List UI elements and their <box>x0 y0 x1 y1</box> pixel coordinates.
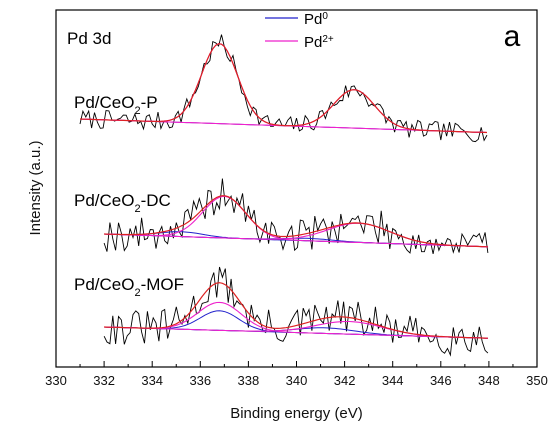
y-axis-title: Intensity (a.u.) <box>27 140 44 235</box>
spectrum-2: Pd/CeO2-DC <box>74 178 489 254</box>
spectrum-label: Pd/CeO2-DC <box>74 191 171 215</box>
spectra: Pd/CeO2-P Pd/CeO2-DC Pd/CeO2-MOF <box>74 34 489 357</box>
spectrum-1: Pd/CeO2-P <box>74 34 488 143</box>
x-axis: 330 332 334 336 338 340 342 344 346 348 350 <box>45 361 548 388</box>
x-tick-label: 344 <box>382 373 404 388</box>
fit-envelope <box>104 195 488 248</box>
x-axis-title: Binding energy (eV) <box>230 405 363 422</box>
x-tick-label: 342 <box>334 373 356 388</box>
x-tick-label: 332 <box>93 373 115 388</box>
x-tick-label: 334 <box>141 373 163 388</box>
fit-envelope <box>104 282 488 339</box>
spectrum-label: Pd/CeO2-MOF <box>74 275 184 299</box>
pd2-peak <box>79 43 488 134</box>
spectrum-label: Pd/CeO2-P <box>74 93 158 117</box>
x-tick-label: 350 <box>526 373 548 388</box>
raw-data-line <box>103 178 489 254</box>
legend-label: Pd0 <box>304 11 328 29</box>
panel-letter: a <box>504 20 521 53</box>
spectrum-3: Pd/CeO2-MOF <box>74 266 489 357</box>
pd2-peak <box>104 301 488 339</box>
raw-data-line <box>103 266 489 357</box>
x-tick-label: 336 <box>189 373 211 388</box>
x-tick-label: 348 <box>478 373 500 388</box>
legend: Pd0 Pd2+ <box>265 11 334 52</box>
plot-frame <box>55 9 538 368</box>
x-tick-label: 338 <box>238 373 260 388</box>
pd2-peak <box>104 195 488 248</box>
legend-label: Pd2+ <box>304 34 334 52</box>
fit-envelope <box>79 43 488 134</box>
element-label: Pd 3d <box>67 29 111 48</box>
x-tick-label: 340 <box>286 373 308 388</box>
x-tick-label: 330 <box>45 373 67 388</box>
x-tick-label: 346 <box>430 373 452 388</box>
